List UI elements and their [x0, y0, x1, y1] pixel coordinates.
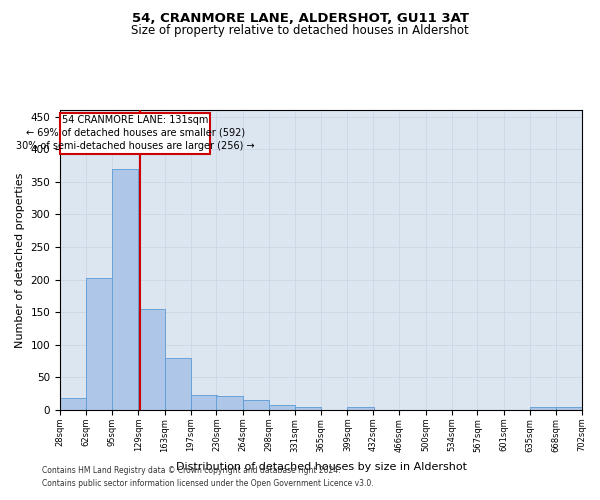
Text: ← 69% of detached houses are smaller (592): ← 69% of detached houses are smaller (59…: [26, 128, 245, 138]
Bar: [60, 114, 210, 154]
Bar: [556, 406, 582, 410]
Bar: [269, 406, 295, 410]
Bar: [295, 406, 321, 410]
Text: Distribution of detached houses by size in Aldershot: Distribution of detached houses by size …: [176, 462, 467, 472]
Bar: [530, 406, 556, 410]
Text: 54, CRANMORE LANE, ALDERSHOT, GU11 3AT: 54, CRANMORE LANE, ALDERSHOT, GU11 3AT: [131, 12, 469, 26]
Bar: [347, 406, 374, 410]
Bar: [60, 398, 86, 410]
Bar: [191, 395, 217, 410]
Bar: [138, 309, 164, 410]
Bar: [243, 400, 269, 410]
Text: 54 CRANMORE LANE: 131sqm: 54 CRANMORE LANE: 131sqm: [62, 114, 208, 124]
Y-axis label: Number of detached properties: Number of detached properties: [15, 172, 25, 348]
Text: 30% of semi-detached houses are larger (256) →: 30% of semi-detached houses are larger (…: [16, 140, 254, 150]
Bar: [164, 358, 191, 410]
Bar: [86, 278, 113, 410]
Bar: [112, 168, 138, 410]
Text: Contains HM Land Registry data © Crown copyright and database right 2024.
Contai: Contains HM Land Registry data © Crown c…: [42, 466, 374, 487]
Text: Size of property relative to detached houses in Aldershot: Size of property relative to detached ho…: [131, 24, 469, 37]
Bar: [217, 396, 243, 410]
